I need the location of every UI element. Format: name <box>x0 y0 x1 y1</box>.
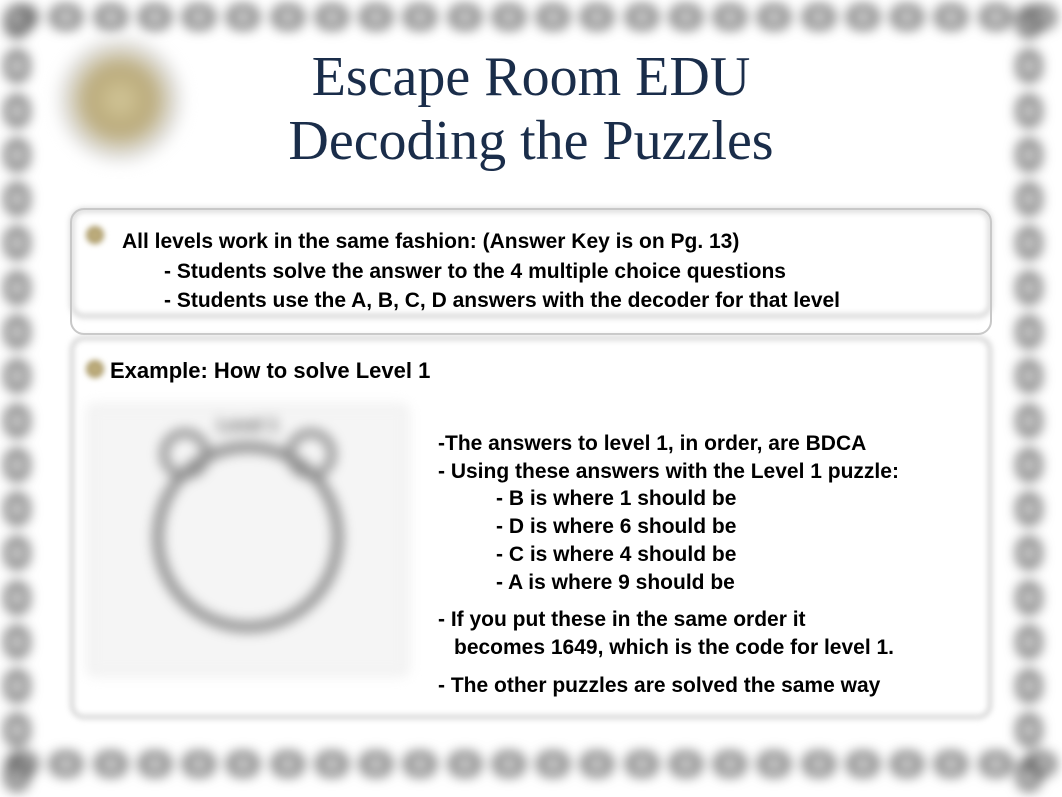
step-line: - Using these answers with the Level 1 p… <box>438 458 982 486</box>
box1-bullet-1: - Students solve the answer to the 4 mul… <box>122 258 960 286</box>
example-steps: -The answers to level 1, in order, are B… <box>438 430 982 699</box>
box2-heading: Example: How to solve Level 1 <box>110 358 962 384</box>
step-sub: - A is where 9 should be <box>438 569 982 597</box>
instructions-box: All levels work in the same fashion: (An… <box>70 208 992 335</box>
title-line-1: Escape Room EDU <box>0 45 1062 109</box>
page-title: Escape Room EDU Decoding the Puzzles <box>0 45 1062 174</box>
step-line: - If you put these in the same order it <box>438 606 982 634</box>
clock-face-icon <box>153 442 343 632</box>
box1-heading: All levels work in the same fashion: (An… <box>122 228 960 256</box>
step-sub: - C is where 4 should be <box>438 541 982 569</box>
clock-label: Level 1 <box>90 415 406 436</box>
step-line: - The other puzzles are solved the same … <box>438 672 982 700</box>
title-line-2: Decoding the Puzzles <box>0 109 1062 173</box>
step-line: becomes 1649, which is the code for leve… <box>438 634 982 662</box>
clock-puzzle-image: Level 1 <box>88 405 408 675</box>
step-sub: - D is where 6 should be <box>438 513 982 541</box>
box1-bullet-2: - Students use the A, B, C, D answers wi… <box>122 287 960 315</box>
step-line: -The answers to level 1, in order, are B… <box>438 430 982 458</box>
step-sub: - B is where 1 should be <box>438 485 982 513</box>
